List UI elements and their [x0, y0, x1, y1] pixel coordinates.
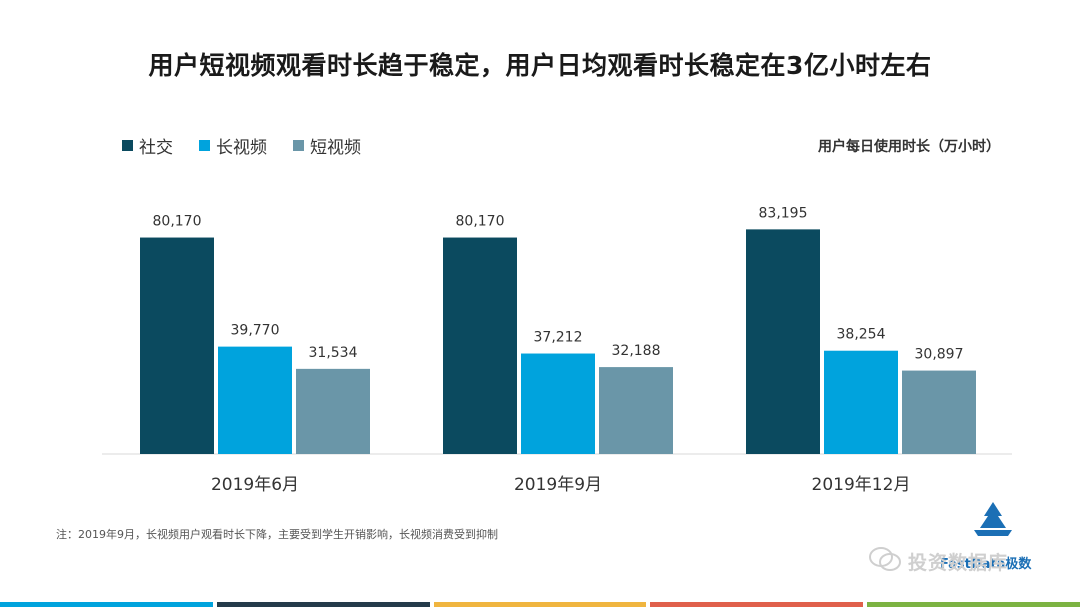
data-label: 37,212 — [534, 330, 583, 346]
legend-item-social: 社交 — [122, 133, 173, 158]
x-tick-label: 2019年6月 — [211, 475, 299, 495]
bar-social — [746, 229, 820, 454]
bar-short-video — [902, 370, 976, 454]
data-label: 38,254 — [837, 327, 886, 343]
bar-long-video — [824, 350, 898, 454]
data-label: 30,897 — [915, 347, 964, 363]
x-tick-label: 2019年9月 — [514, 475, 602, 495]
wechat-icon — [868, 546, 902, 577]
color-strip-segment — [650, 602, 864, 607]
legend-label-long-video: 长视频 — [216, 138, 267, 158]
units-label: 用户每日使用时长（万小时） — [818, 139, 1000, 155]
chart-legend: 社交 长视频 短视频 — [122, 133, 361, 158]
fastdata-logo-icon — [974, 502, 1012, 536]
data-label: 31,534 — [309, 345, 358, 361]
bar-social — [443, 237, 517, 454]
color-strip-segment — [433, 602, 647, 607]
logo-text: FastData极数 — [940, 557, 1032, 572]
color-strip-segment — [216, 602, 430, 607]
legend-swatch-long-video — [199, 140, 210, 151]
data-label: 83,195 — [759, 205, 808, 221]
legend-label-short-video: 短视频 — [310, 138, 361, 158]
bar-long-video — [218, 346, 292, 454]
color-strip-segment — [0, 602, 213, 607]
data-label: 39,770 — [231, 323, 280, 339]
legend-item-long-video: 长视频 — [199, 133, 267, 158]
data-label: 80,170 — [153, 214, 202, 230]
legend-swatch-short-video — [293, 140, 304, 151]
legend-swatch-social — [122, 140, 133, 151]
legend-label-social: 社交 — [139, 138, 173, 158]
color-strip-segment — [867, 602, 1080, 607]
page-title: 用户短视频观看时长趋于稳定，用户日均观看时长稳定在3亿小时左右 — [148, 51, 932, 80]
bar-short-video — [296, 368, 370, 454]
bar-social — [140, 237, 214, 454]
data-label: 32,188 — [612, 343, 661, 359]
watermark-text: 投资数据库 — [908, 552, 1009, 574]
legend-item-short-video: 短视频 — [293, 133, 361, 158]
watermark: 投资数据库 — [868, 546, 1008, 577]
x-tick-label: 2019年12月 — [812, 475, 911, 495]
bar-chart: 80,170 39,770 31,534 2019年6月 80,170 37,212 32,… — [102, 205, 1012, 495]
data-label: 80,170 — [456, 214, 505, 230]
bar-short-video — [599, 367, 673, 454]
bar-long-video — [521, 353, 595, 454]
color-strip — [0, 602, 1080, 607]
footnote: 注：2019年9月，长视频用户观看时长下降，主要受到学生开销影响，长视频消费受到… — [56, 528, 498, 541]
